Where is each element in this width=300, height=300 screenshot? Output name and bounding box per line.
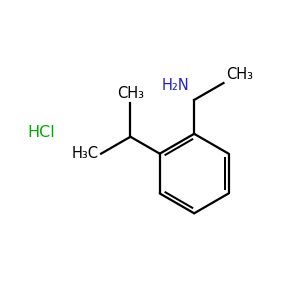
Text: HCl: HCl [27, 125, 55, 140]
Text: H₃C: H₃C [71, 146, 98, 161]
Text: CH₃: CH₃ [226, 67, 254, 82]
Text: H₂N: H₂N [162, 78, 190, 93]
Text: CH₃: CH₃ [117, 86, 144, 101]
